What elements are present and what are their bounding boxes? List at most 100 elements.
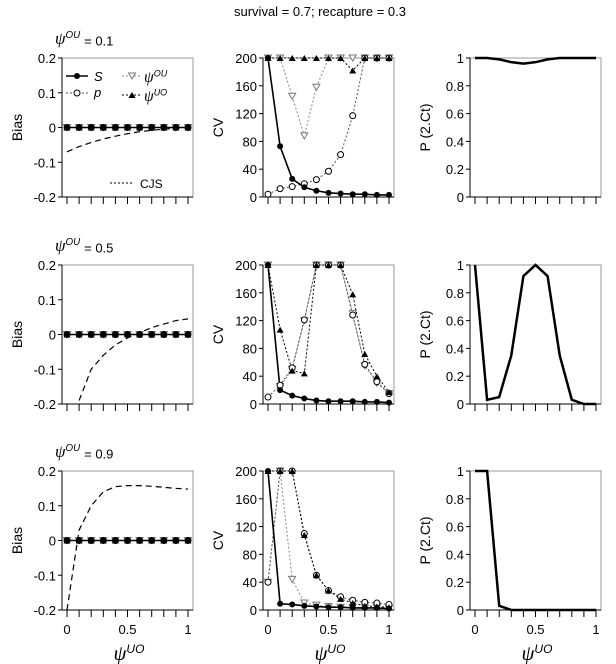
marker-s [277, 600, 284, 607]
marker-psi-uo [276, 326, 284, 333]
marker-s [289, 601, 296, 608]
marker-p [288, 183, 296, 191]
row-label-1: ψOU = 0.1 [55, 29, 113, 48]
marker-s [64, 124, 70, 131]
marker-p [264, 393, 272, 401]
marker-psi-ou [127, 72, 137, 80]
y-tick-label: 1 [457, 51, 464, 66]
marker-psi-uo [288, 55, 296, 61]
line-psi-ou [268, 57, 389, 138]
y-tick-label: 0 [49, 121, 56, 136]
marker-s [172, 537, 179, 544]
legend-cjs-label: CJS [140, 177, 163, 191]
marker-s [112, 537, 119, 544]
line-cjs [66, 484, 189, 611]
marker-s [148, 331, 155, 338]
y-axis-label: CV [210, 117, 226, 137]
marker-s [325, 189, 332, 196]
x-tick-label: 1 [592, 622, 599, 637]
marker-psi-uo [300, 370, 308, 377]
marker-s [277, 143, 284, 150]
marker-s [136, 124, 143, 131]
marker-s [76, 331, 83, 338]
marker-s [160, 331, 167, 338]
marker-s [124, 331, 131, 338]
x-axis-label: ψUO [114, 642, 145, 664]
marker-psi-uo [325, 55, 332, 61]
y-tick-label: 0.8 [446, 286, 464, 301]
y-tick-label: 0.1 [38, 86, 56, 101]
line-p2ct [475, 56, 596, 65]
row-label-2: ψOU = 0.5 [55, 236, 113, 255]
x-tick-label: 0 [264, 622, 271, 637]
marker-psi-uo [312, 55, 320, 61]
marker-s [325, 398, 332, 405]
marker-s [373, 398, 380, 405]
line-cjs [66, 126, 189, 153]
marker-psi-uo [337, 262, 345, 268]
y-tick-label: 200 [235, 464, 257, 479]
y-axis-label: P (2.Ct) [417, 104, 433, 152]
row-label-3: ψOU = 0.9 [55, 442, 113, 461]
y-tick-label: 80 [243, 134, 257, 149]
y-tick-label: 0 [457, 397, 464, 412]
y-tick-label: 120 [235, 107, 257, 122]
marker-psi-uo [276, 55, 284, 61]
line-cjs [78, 318, 189, 401]
marker-psi-uo [361, 55, 369, 61]
legend: Sp CJS [66, 69, 163, 191]
marker-s [76, 124, 83, 131]
marker-s [148, 124, 155, 131]
marker-psi-uo [325, 262, 332, 268]
panel-p2ct-row1: 1 0.8 0.6 0.4 0.2 0 P (2.Ct) [417, 51, 602, 205]
y-tick-label: 80 [243, 547, 257, 562]
marker-s [386, 399, 392, 406]
y-tick-label: 0.2 [38, 464, 56, 479]
marker-s [386, 191, 392, 198]
panel-cv-row2: 200 160 120 80 40 0 CV [210, 258, 395, 412]
y-tick-label: 0.1 [38, 293, 56, 308]
marker-s [148, 537, 155, 544]
marker-s [112, 124, 119, 131]
line-p [267, 470, 390, 605]
marker-psi-uo [385, 389, 393, 396]
marker-s [64, 331, 70, 338]
y-tick-label: 40 [243, 575, 257, 590]
y-axis-label: Bias [9, 321, 25, 348]
marker-s [88, 331, 95, 338]
marker-s [337, 604, 344, 611]
y-tick-label: 160 [235, 286, 257, 301]
marker-psi-uo [337, 55, 345, 61]
marker-s [373, 191, 380, 198]
marker-p [349, 112, 357, 120]
y-tick-label: 200 [235, 51, 257, 66]
marker-psi-uo [325, 587, 332, 594]
plot-frame [469, 264, 602, 405]
y-tick-label: 0.4 [446, 341, 464, 356]
marker-s [337, 190, 344, 197]
marker-s [172, 331, 179, 338]
marker-psi-uo [128, 92, 136, 98]
line-psi-ou [267, 264, 390, 394]
marker-s [265, 468, 271, 474]
x-axis-label: ψUO [315, 642, 346, 664]
marker-s [64, 537, 70, 544]
legend-psi-uo-label: ψUO [144, 88, 167, 105]
y-tick-label: 1 [457, 258, 464, 273]
marker-psi-ou [287, 92, 297, 101]
y-tick-label: -0.2 [34, 397, 56, 412]
y-tick-label: 0.2 [446, 162, 464, 177]
marker-s [361, 191, 368, 198]
line-p2ct [475, 469, 596, 612]
marker-s [88, 124, 95, 131]
x-tick-label: 0.5 [118, 622, 136, 637]
y-tick-label: -0.1 [34, 568, 56, 583]
marker-s [386, 605, 392, 612]
marker-psi-uo [288, 367, 296, 374]
marker-psi-uo [349, 291, 357, 298]
panel-cv-row1: 200 160 120 80 40 0 CV [210, 51, 395, 205]
y-tick-label: 0.2 [38, 258, 56, 273]
panel-bias-row1: 0.2 0.1 0 -0.1 -0.2 Bias [9, 51, 194, 205]
marker-s [337, 398, 344, 405]
y-tick-label: 160 [235, 79, 257, 94]
